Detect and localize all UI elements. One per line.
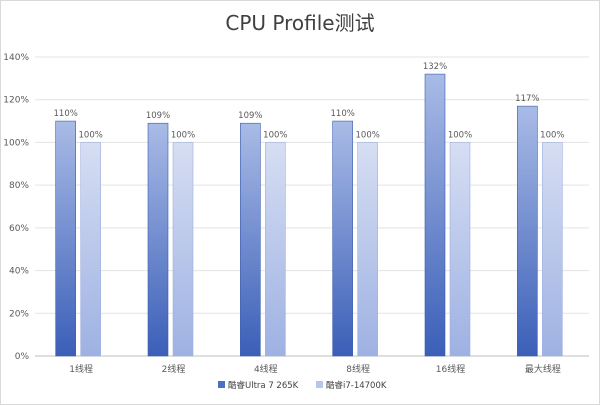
data-label: 100% — [263, 130, 287, 140]
bars: 110%100%109%100%109%100%110%100%132%100%… — [54, 62, 564, 357]
legend: 酷睿Ultra 7 265K 酷睿i7-14700K — [218, 380, 387, 391]
bar — [172, 142, 194, 357]
bar — [80, 142, 101, 357]
legend-label: 酷睿Ultra 7 265K — [228, 380, 299, 391]
chart-title: CPU Profile测试 — [225, 11, 375, 35]
legend-label: 酷睿i7-14700K — [326, 380, 387, 391]
x-axis: 1线程 2线程 4线程 8线程 16线程 最大线程 — [69, 363, 561, 375]
data-label: 100% — [540, 130, 564, 140]
y-tick-label: 0% — [15, 352, 30, 362]
x-tick-label: 1线程 — [69, 363, 93, 375]
bar — [55, 120, 76, 357]
x-tick-label: 4线程 — [254, 363, 278, 375]
legend-swatch — [316, 381, 323, 388]
bar — [542, 142, 563, 357]
x-tick-label: 8线程 — [346, 363, 370, 375]
bar — [357, 142, 378, 357]
y-axis: 0% 20% 40% 60% 80% 100% 120% 140% — [3, 53, 29, 362]
bar — [449, 142, 471, 357]
y-tick-label: 140% — [3, 53, 29, 63]
data-label: 132% — [423, 62, 447, 72]
data-label: 100% — [171, 130, 195, 140]
data-label: 100% — [448, 130, 472, 140]
bar — [265, 142, 286, 357]
bar — [517, 105, 538, 357]
data-label: 100% — [79, 130, 103, 140]
legend-swatch — [218, 381, 225, 388]
y-tick-label: 100% — [3, 138, 29, 148]
y-tick-label: 40% — [9, 267, 29, 277]
gridlines — [35, 56, 589, 357]
x-tick-label: 16线程 — [436, 363, 465, 375]
data-label: 109% — [238, 111, 262, 121]
x-tick-label: 2线程 — [162, 363, 186, 375]
y-tick-label: 60% — [9, 224, 29, 234]
bar — [240, 122, 261, 357]
data-label: 117% — [515, 94, 539, 104]
y-tick-label: 20% — [9, 309, 29, 319]
bar — [332, 120, 353, 357]
data-label: 110% — [331, 109, 355, 119]
bar — [147, 122, 169, 357]
data-label: 110% — [54, 109, 78, 119]
data-label: 100% — [356, 130, 380, 140]
y-tick-label: 80% — [9, 181, 29, 191]
y-tick-label: 120% — [3, 96, 29, 106]
x-tick-label: 最大线程 — [525, 363, 561, 375]
data-label: 109% — [146, 111, 170, 121]
bar — [424, 73, 446, 357]
